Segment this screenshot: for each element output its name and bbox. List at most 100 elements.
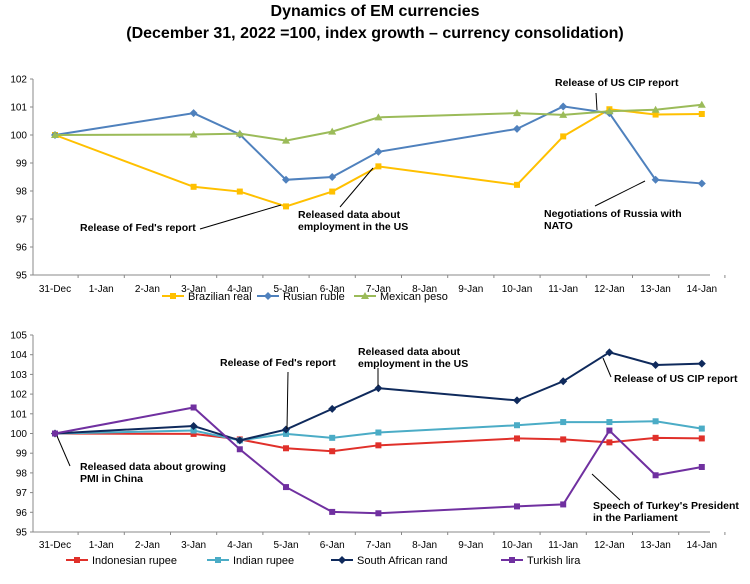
data-point <box>282 175 290 184</box>
x-tick-label: 7-Jan <box>366 284 391 295</box>
y-tick-label: 100 <box>10 131 27 142</box>
annotation-text: in the Parliament <box>593 512 678 524</box>
data-point <box>189 130 198 138</box>
data-point <box>652 111 659 118</box>
data-point <box>606 439 613 446</box>
chart-title-line2: (December 31, 2022 =100, index growth – … <box>126 25 624 42</box>
y-tick-label: 99 <box>16 159 28 170</box>
x-tick-label: 1-Jan <box>89 284 114 295</box>
data-point <box>559 110 568 118</box>
series-turkish-lira <box>52 404 705 517</box>
legend-label: Indian rupee <box>233 555 294 567</box>
legend-marker <box>170 293 176 299</box>
data-point <box>698 425 705 432</box>
annotation-text: PMI in China <box>80 473 143 485</box>
data-point <box>697 100 706 108</box>
x-tick-label: 6-Jan <box>320 284 345 295</box>
annotation-leader <box>591 473 621 501</box>
annotation-leader <box>339 167 374 208</box>
data-point <box>697 359 706 368</box>
data-point <box>514 503 520 510</box>
x-tick-label: 14-Jan <box>687 284 718 295</box>
legend-marker <box>509 557 515 563</box>
legend-item: Brazilian real <box>162 291 252 303</box>
legend-label: Rusian ruble <box>283 291 345 303</box>
data-point <box>235 129 244 137</box>
x-tick-label: 2-Jan <box>135 284 160 295</box>
annotation-text: NATO <box>544 220 573 232</box>
y-tick-label: 98 <box>16 468 28 479</box>
y-tick-label: 105 <box>10 331 27 342</box>
data-point <box>514 435 520 442</box>
data-point <box>560 436 567 443</box>
y-tick-label: 95 <box>16 528 28 539</box>
data-point <box>329 508 336 515</box>
legend-item: Turkish lira <box>501 555 581 567</box>
data-point <box>329 188 336 195</box>
data-point <box>513 396 521 405</box>
data-point <box>374 147 383 156</box>
chart-title-line1: Dynamics of EM currencies <box>270 3 480 20</box>
legend-item: Mexican peso <box>354 291 448 303</box>
data-point <box>236 446 243 453</box>
data-point <box>560 419 567 426</box>
data-point <box>559 102 568 111</box>
y-tick-label: 96 <box>16 243 28 254</box>
x-tick-label: 3-Jan <box>181 540 206 551</box>
x-tick-label: 31-Dec <box>39 540 71 551</box>
data-point <box>698 435 705 442</box>
data-point <box>697 179 706 188</box>
data-point <box>375 163 382 170</box>
legend-item: South African rand <box>331 555 448 567</box>
x-tick-label: 8-Jan <box>412 284 437 295</box>
x-tick-label: 13-Jan <box>640 284 671 295</box>
data-point <box>283 203 289 210</box>
annotation-text: Negotiations of Russia with <box>544 208 682 220</box>
data-point <box>190 430 197 437</box>
annotation-text: Release of Fed's report <box>220 357 336 369</box>
y-tick-label: 101 <box>10 409 27 420</box>
data-point <box>560 133 567 140</box>
legend-label: Mexican peso <box>380 291 448 303</box>
data-point <box>513 124 521 133</box>
legend-item: Rusian ruble <box>257 291 345 303</box>
data-point <box>375 510 382 517</box>
data-point <box>374 113 383 121</box>
annotation-text: employment in the US <box>298 221 408 233</box>
x-tick-label: 4-Jan <box>227 540 252 551</box>
annotation-text: Released data about <box>298 209 401 221</box>
data-point <box>698 463 705 470</box>
data-point <box>190 183 197 190</box>
y-tick-label: 97 <box>16 488 28 499</box>
annotation-leader <box>594 180 646 207</box>
data-point <box>283 445 289 452</box>
annotation-leader <box>602 357 612 378</box>
data-point <box>606 427 613 434</box>
data-point <box>606 419 613 426</box>
annotation: Release of US CIP report <box>602 357 738 385</box>
x-tick-label: 14-Jan <box>687 540 718 551</box>
legend-label: Turkish lira <box>527 555 581 567</box>
y-tick-label: 97 <box>16 215 28 226</box>
x-tick-label: 1-Jan <box>89 540 114 551</box>
annotation-leader <box>286 371 289 430</box>
data-point <box>513 109 521 117</box>
data-point <box>651 175 660 184</box>
data-point <box>190 427 197 434</box>
annotation-leader <box>595 92 598 111</box>
y-tick-label: 96 <box>16 508 28 519</box>
annotation-leader <box>56 435 71 467</box>
annotation-text: Release of US CIP report <box>555 77 679 89</box>
data-point <box>51 131 59 138</box>
y-tick-label: 103 <box>10 370 27 381</box>
data-point <box>282 136 290 144</box>
legend-marker <box>361 292 369 299</box>
annotation-leader <box>199 204 282 230</box>
legend-label: Indonesian rupee <box>92 555 177 567</box>
x-tick-label: 13-Jan <box>640 540 671 551</box>
legend-label: South African rand <box>357 555 448 567</box>
